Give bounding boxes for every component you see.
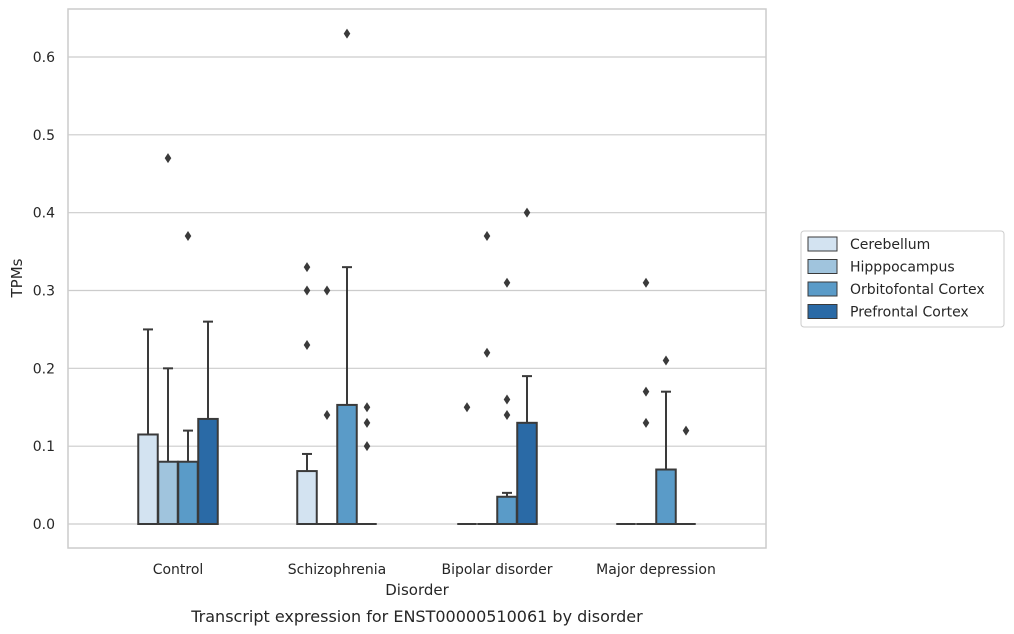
outlier-point <box>682 425 690 436</box>
box-3-2 <box>516 375 538 526</box>
outlier-point <box>503 277 511 288</box>
box-body <box>157 460 179 526</box>
outlier-point <box>303 339 311 350</box>
legend-label: Cerebellum <box>850 237 930 253</box>
outlier-point <box>363 402 371 413</box>
legend: Cerebellum Hipppocampus Orbitofontal Corte… <box>800 230 1005 328</box>
box-body <box>336 403 358 526</box>
outlier-point <box>483 347 491 358</box>
box-1-0 <box>157 367 179 526</box>
plot-area-frame <box>67 8 767 549</box>
outlier-point <box>503 394 511 405</box>
outlier-point <box>303 285 311 296</box>
outlier-point <box>323 285 331 296</box>
box-2-3 <box>655 390 677 525</box>
box-2-1 <box>336 266 358 526</box>
y-tick-label: 0.2 <box>33 361 55 377</box>
outlier-point <box>463 402 471 413</box>
outlier-point <box>642 386 650 397</box>
outlier-point <box>323 410 331 421</box>
box-body <box>177 460 199 526</box>
y-gridlines <box>68 56 766 525</box>
legend-swatch <box>807 281 838 297</box>
x-tick-label: Major depression <box>596 562 716 578</box>
legend-swatch <box>807 236 838 252</box>
outlier-point <box>523 207 531 218</box>
legend-label: Prefrontal Cortex <box>850 305 969 321</box>
box-body <box>197 417 219 525</box>
legend-swatch <box>807 304 838 319</box>
x-tick-label: Schizophrenia <box>288 562 386 578</box>
x-axis-title: Disorder <box>385 581 449 599</box>
box-3-0 <box>197 320 219 525</box>
box-2-0 <box>177 429 199 526</box>
outlier-point <box>303 262 311 273</box>
outlier-point <box>503 410 511 421</box>
outlier-point <box>662 355 670 366</box>
outlier-point <box>184 231 192 242</box>
x-tick-labels: Control Schizophrenia Bipolar disorder Majo… <box>153 562 716 578</box>
outlier-point <box>164 153 172 164</box>
box-0-1 <box>296 452 318 525</box>
chart-caption: Transcript expression for ENST0000051006… <box>190 607 643 626</box>
y-tick-labels: 0.0 0.1 0.2 0.3 0.4 0.5 0.6 <box>33 50 55 533</box>
outlier-point <box>642 417 650 428</box>
box-body <box>496 495 518 525</box>
box-body <box>516 421 538 526</box>
y-tick-label: 0.4 <box>33 206 55 222</box>
outlier-point <box>363 417 371 428</box>
box-body <box>296 470 318 525</box>
boxes <box>137 266 696 526</box>
legend-label: Hipppocampus <box>850 260 955 276</box>
outlier-point <box>642 277 650 288</box>
y-axis-title: TPMs <box>8 258 26 298</box>
y-tick-label: 0.5 <box>33 128 55 144</box>
x-tick-label: Bipolar disorder <box>441 562 552 578</box>
x-tick-label: Control <box>153 562 204 578</box>
box-body <box>137 433 159 525</box>
legend-label: Orbitofontal Cortex <box>850 282 985 298</box>
y-tick-label: 0.3 <box>33 284 55 300</box>
legend-swatch <box>807 259 838 274</box>
outliers <box>164 28 690 452</box>
y-tick-label: 0.0 <box>33 517 55 533</box>
y-tick-label: 0.6 <box>33 50 55 66</box>
outlier-point <box>363 441 371 452</box>
outlier-point <box>343 28 351 39</box>
outlier-point <box>483 231 491 242</box>
box-2-2 <box>496 491 518 525</box>
box-body <box>655 468 677 525</box>
box-0-0 <box>137 328 159 525</box>
legend-frame <box>800 230 1005 328</box>
y-tick-label: 0.1 <box>33 439 55 455</box>
